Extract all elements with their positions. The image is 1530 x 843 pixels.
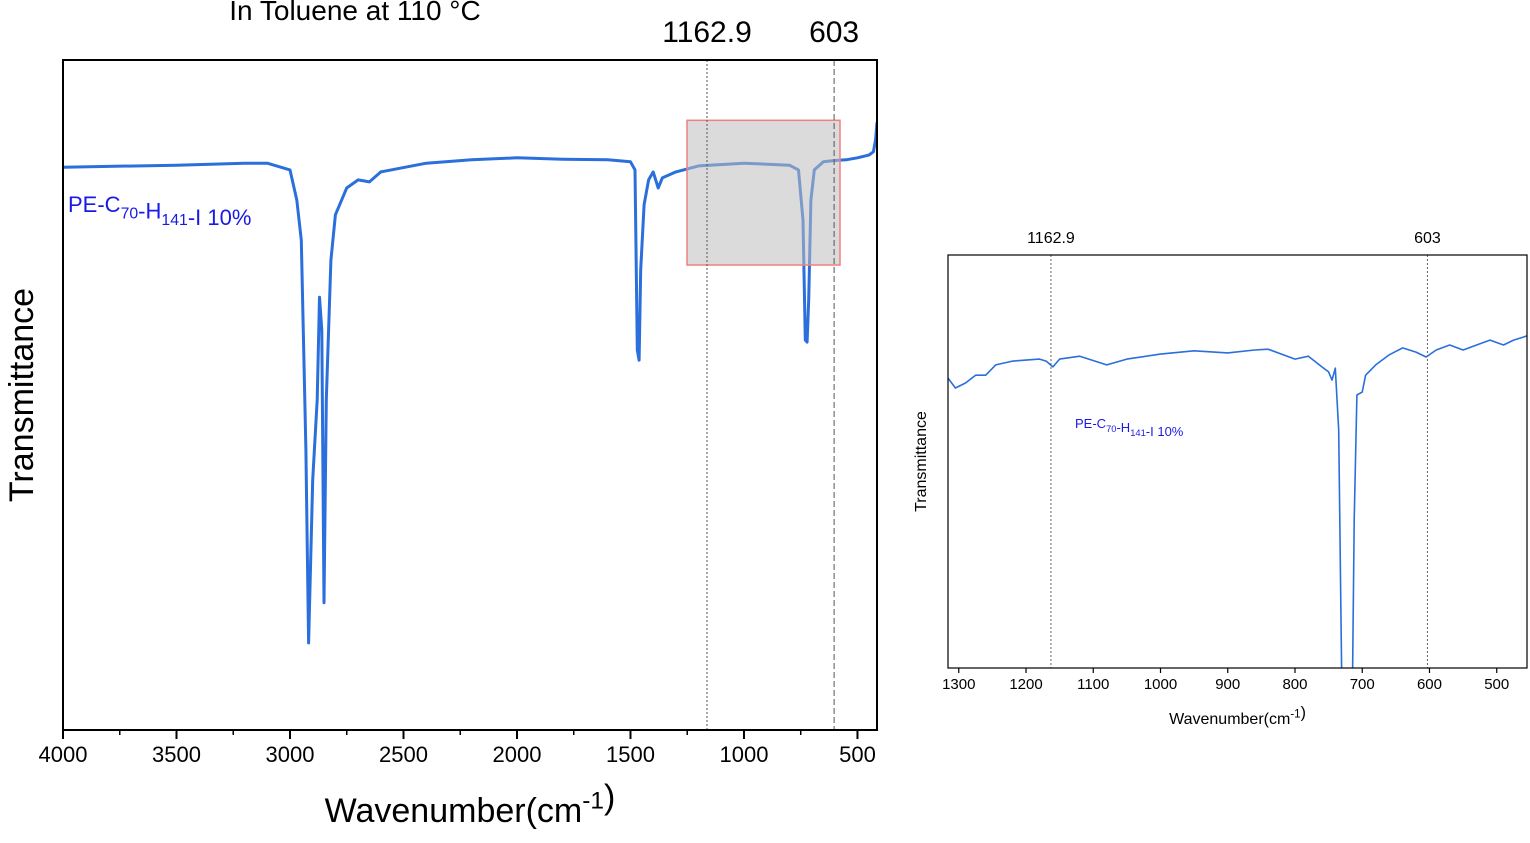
x-tick-label: 1500 [606,742,655,767]
x-tick-label: 4000 [39,742,88,767]
reference-label: 1162.9 [1027,230,1075,247]
plot-clip [948,335,1527,668]
x-tick-label: 1100 [1077,676,1109,693]
y-axis-label: Transmittance [3,288,41,502]
reference-label: 603 [1414,230,1441,247]
x-tick-label: 2000 [493,742,542,767]
x-axis-label: Wavenumber(cm-1) [1169,705,1306,728]
x-tick-label: 1200 [1009,676,1042,693]
reference-label: 1162.9 [662,16,752,49]
x-tick-label: 1000 [1144,676,1177,693]
x-tick-label: 2500 [379,742,428,767]
x-tick-label: 800 [1282,676,1307,693]
series-label: PE-C70-H141-I 10% [1075,416,1184,439]
x-tick-label: 1000 [720,742,769,767]
x-tick-label: 700 [1350,676,1375,693]
x-tick-label: 500 [839,742,876,767]
plot-frame [947,254,1528,669]
chart-title: In Toluene at 110 °C [229,0,480,26]
x-tick-label: 900 [1215,676,1240,693]
x-tick-label: 1300 [942,676,975,693]
x-tick-label: 600 [1417,676,1442,693]
series-label: PE-C70-H141-I 10% [68,192,251,230]
x-tick-label: 3000 [266,742,315,767]
x-tick-label: 3500 [152,742,201,767]
highlight-box [686,119,841,266]
x-axis-label: Wavenumber(cm-1) [325,778,616,830]
spectrum-line [948,335,1527,668]
y-axis-label: Transmittance [913,411,930,512]
plot-frame [62,59,878,731]
x-tick-label: 500 [1484,676,1509,693]
reference-label: 603 [809,16,859,49]
